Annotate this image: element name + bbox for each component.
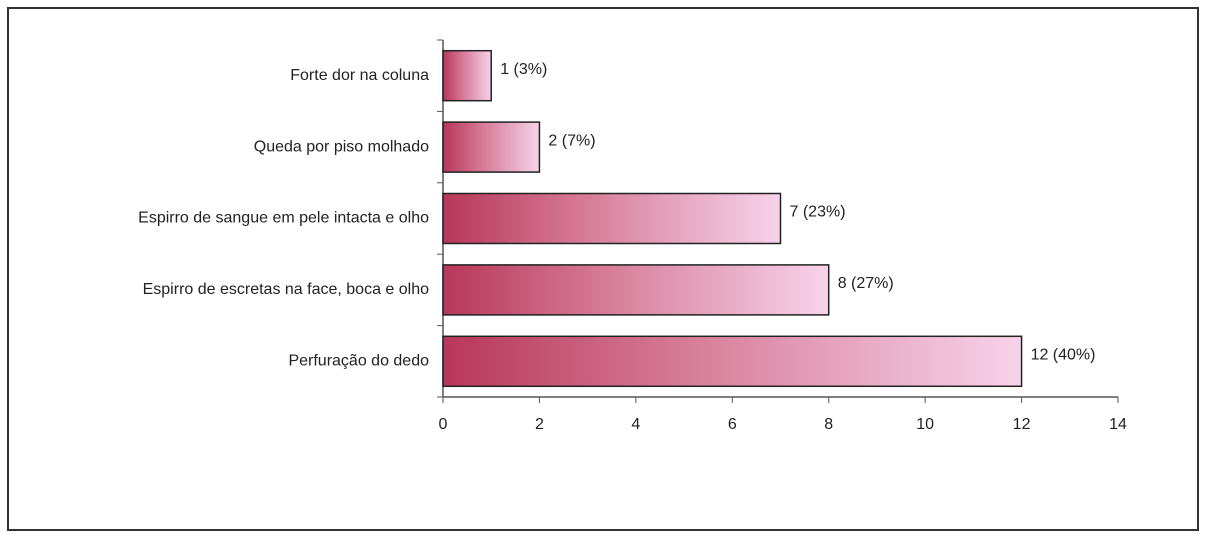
value-label: 12 (40%)	[1031, 347, 1096, 364]
x-tick-label: 2	[535, 416, 544, 433]
bar	[442, 335, 1023, 388]
y-tick-label: Queda por piso molhado	[254, 138, 429, 155]
y-tick-label: Forte dor na coluna	[290, 67, 429, 84]
bar	[442, 264, 830, 316]
x-tick-label: 12	[1013, 416, 1031, 433]
y-tick-label: Espirro de sangue em pele intacta e olho	[138, 210, 429, 227]
x-tick-label: 10	[916, 416, 934, 433]
y-tick-label: Espirro de escretas na face, boca e olho	[143, 281, 429, 298]
x-tick-label: 14	[1109, 416, 1127, 433]
x-tick-label: 8	[824, 416, 833, 433]
chart-frame	[7, 7, 1199, 531]
value-label: 2 (7%)	[548, 132, 595, 149]
x-tick-label: 6	[728, 416, 737, 433]
bar	[442, 121, 541, 173]
y-tick-label: Perfuração do dedo	[288, 353, 429, 370]
value-label: 8 (27%)	[838, 275, 894, 292]
value-label: 1 (3%)	[500, 61, 547, 78]
value-label: 7 (23%)	[790, 204, 846, 221]
x-tick-label: 0	[439, 416, 448, 433]
bar	[442, 192, 782, 245]
bar	[442, 49, 492, 102]
x-tick-label: 4	[631, 416, 640, 433]
